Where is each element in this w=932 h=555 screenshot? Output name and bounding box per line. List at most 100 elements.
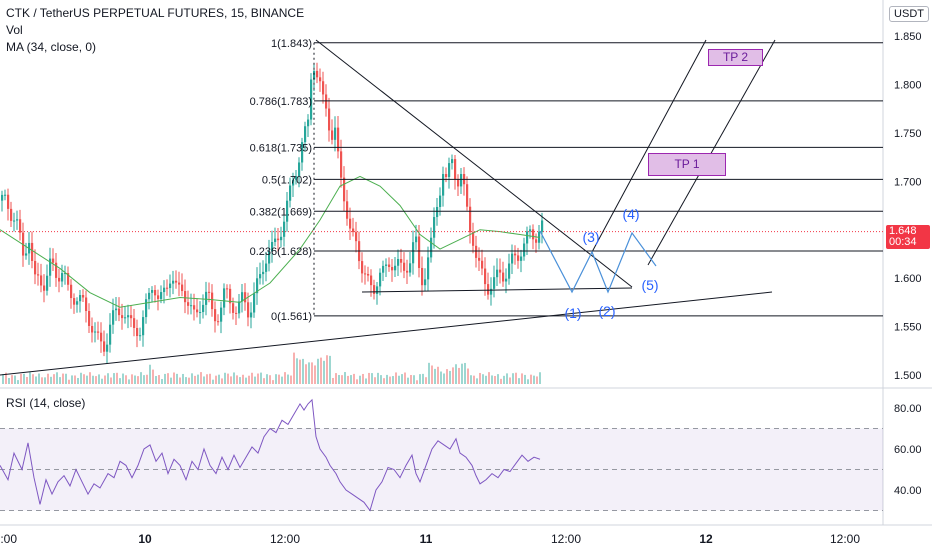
candle-body (367, 273, 370, 276)
candle-body (496, 269, 499, 278)
candle-body (31, 242, 34, 261)
volume-bar (461, 363, 463, 384)
volume-bar (131, 374, 133, 384)
volume-bar (248, 375, 250, 384)
volume-bar (395, 372, 397, 384)
volume-bar (65, 373, 67, 384)
tp2-box[interactable]: TP 2 (708, 49, 763, 66)
volume-bar (479, 372, 481, 384)
volume-bar (539, 372, 541, 384)
volume-bar (359, 375, 361, 384)
candle-body (61, 273, 64, 282)
wave-projection (539, 230, 657, 294)
candle-body (532, 229, 535, 240)
candle-body (7, 194, 10, 209)
candle-body (259, 274, 262, 279)
candle-body (4, 194, 7, 196)
candle-body (127, 315, 130, 318)
candle-body (289, 185, 292, 201)
volume-bar (440, 371, 442, 384)
candle-body (430, 237, 433, 258)
volume-legend[interactable]: Vol (6, 23, 23, 37)
volume-bar (236, 375, 238, 384)
volume-bar (317, 358, 319, 384)
volume-bar (107, 373, 109, 384)
symbol-legend[interactable]: CTK / TetherUS PERPETUAL FUTURES, 15, BI… (6, 6, 305, 20)
volume-bar (95, 376, 97, 384)
volume-bar (389, 376, 391, 384)
volume-bar (41, 377, 43, 384)
candle-body (493, 277, 496, 289)
volume-bar (14, 375, 16, 384)
volume-bar (314, 365, 316, 384)
candle-body (313, 70, 316, 80)
candle-body (415, 236, 418, 243)
candle-body (301, 142, 304, 163)
candle-body (13, 220, 16, 222)
volume-bar (209, 373, 211, 384)
candle-body (187, 302, 190, 306)
candle-body (205, 291, 208, 305)
volume-bar (80, 372, 82, 384)
volume-bar (416, 380, 418, 384)
candle-body (76, 301, 79, 305)
volume-bar (110, 377, 112, 384)
rsi-legend[interactable]: RSI (14, close) (6, 396, 86, 410)
candle-body (244, 292, 247, 303)
candle-body (472, 232, 475, 246)
last-price-tag: 1.648 00:34 (886, 225, 930, 249)
volume-bar (182, 373, 184, 384)
candle-body (394, 265, 397, 271)
time-tick-label: 10 (138, 532, 152, 546)
wave-label: (3) (582, 229, 599, 245)
candle-body (292, 179, 295, 186)
time-tick-label: 12:00 (551, 532, 581, 546)
candle-body (451, 159, 454, 164)
candle-body (214, 309, 217, 322)
volume-bar (212, 379, 214, 384)
volume-bar (413, 375, 415, 384)
tp1-box[interactable]: TP 1 (648, 153, 726, 176)
volume-bar (134, 375, 136, 384)
candle-body (202, 304, 205, 313)
volume-bar (170, 377, 172, 384)
candle-body (10, 208, 13, 221)
volume-bar (29, 372, 31, 384)
volume-bar (320, 357, 322, 384)
candle-body (265, 263, 268, 272)
candle-body (241, 292, 244, 302)
volume-bar (521, 373, 523, 384)
candle-body (478, 257, 481, 261)
wave-label: (4) (622, 206, 639, 222)
volume-bar (101, 378, 103, 384)
candle-body (40, 275, 43, 286)
currency-badge[interactable]: USDT (889, 6, 929, 22)
volume-bar (239, 377, 241, 384)
candle-body (253, 293, 256, 313)
volume-bar (38, 373, 40, 384)
volume-bar (374, 377, 376, 384)
volume-bar (299, 359, 301, 384)
volume-bar (245, 377, 247, 384)
candle-body (355, 232, 358, 242)
volume-bar (59, 377, 61, 384)
volume-bar (35, 376, 37, 384)
volume-bar (287, 374, 289, 384)
candle-body (52, 258, 55, 263)
volume-bar (62, 373, 64, 384)
volume-bar (221, 378, 223, 384)
candle-body (226, 288, 229, 290)
volume-bar (509, 377, 511, 384)
volume-bar (455, 364, 457, 384)
volume-bar (458, 367, 460, 384)
volume-bar (500, 378, 502, 384)
volume-bar (533, 375, 535, 384)
volume-bar (125, 375, 127, 384)
ma-legend[interactable]: MA (34, close, 0) (6, 40, 97, 54)
candle-body (19, 219, 22, 233)
candle-body (502, 272, 505, 282)
candle-body (103, 341, 106, 352)
volume-bar (365, 378, 367, 384)
